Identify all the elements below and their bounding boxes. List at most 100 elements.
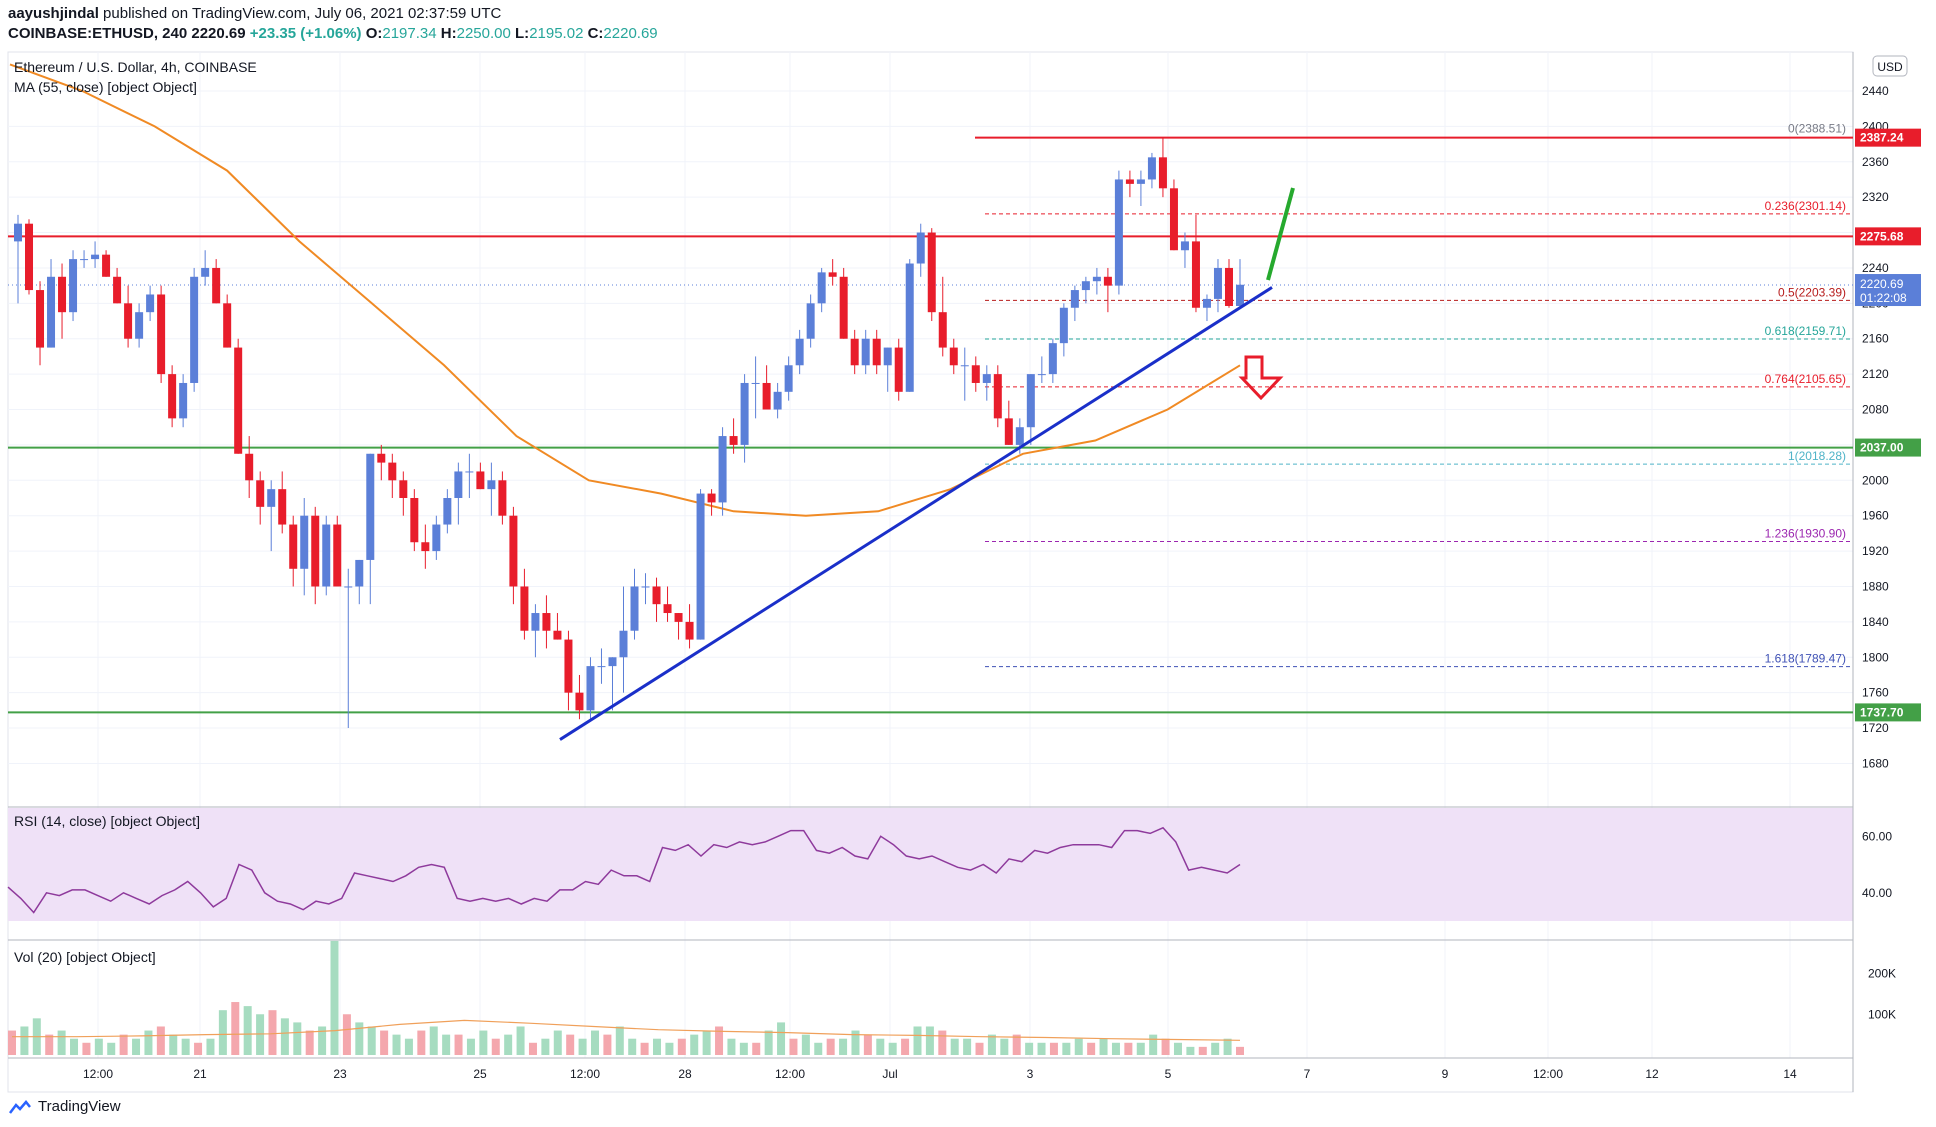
volume-bar [429, 1026, 438, 1055]
volume-bar [789, 1038, 798, 1055]
time-tick-label: 9 [1442, 1067, 1449, 1081]
candle-body [861, 338, 870, 366]
fib-label: 1(2018.28) [1788, 449, 1846, 463]
candle-body [1048, 343, 1057, 375]
candle-body [509, 515, 518, 587]
candle-body [685, 621, 694, 640]
candle-body [124, 303, 133, 339]
candle-body [223, 303, 232, 348]
volume-bar [504, 1034, 513, 1055]
candle-body [1169, 188, 1178, 251]
volume-bar [45, 1034, 54, 1055]
candle-body [168, 374, 177, 419]
volume-bar [516, 1026, 525, 1055]
bearish-red-arrow-icon[interactable] [1238, 355, 1284, 401]
candle-body [718, 436, 727, 503]
volume-bar [466, 1038, 475, 1055]
candle-body [1125, 179, 1134, 184]
volume-bar [1149, 1034, 1158, 1055]
candle-body [542, 613, 551, 631]
candle-body [25, 223, 34, 291]
volume-bar [355, 1022, 364, 1055]
trendline[interactable] [559, 286, 1273, 741]
candle-body [1092, 276, 1101, 282]
volume-bar [863, 1034, 872, 1055]
candle-body [1136, 179, 1145, 184]
price-tick-label: 1720 [1862, 721, 1889, 735]
candle-body [487, 480, 496, 490]
volume-bar [1099, 1038, 1108, 1055]
volume-bar [404, 1038, 413, 1055]
volume-tick-label: 200K [1868, 967, 1896, 981]
candle-body [91, 254, 100, 260]
candle-body [850, 338, 859, 366]
tradingview-logo[interactable]: TradingView [8, 1098, 121, 1115]
candle-body [14, 223, 22, 242]
volume-bar [491, 1038, 500, 1055]
candle-body [938, 312, 947, 348]
volume-bar [268, 1010, 277, 1055]
volume-bar [851, 1030, 860, 1055]
publisher-name[interactable]: aayushjindal [8, 5, 99, 22]
candle-body [1236, 284, 1244, 306]
price-tick-label: 2240 [1862, 261, 1889, 275]
volume-bar [1124, 1042, 1133, 1055]
candle-body [1059, 307, 1068, 344]
price-tags: 2387.24 2275.68 2037.00 1737.70 2220.6901:22… [1855, 128, 1921, 722]
volume-bar [20, 1026, 29, 1055]
candle-body [201, 267, 210, 277]
candle-body [993, 374, 1002, 419]
candle-body [1037, 374, 1046, 376]
rsi-band [8, 808, 1853, 921]
volume-bar [1049, 1042, 1058, 1055]
candle-body [135, 312, 144, 339]
volume-bar [888, 1042, 897, 1055]
currency-label[interactable]: USD [1877, 60, 1903, 74]
volume-bar [615, 1026, 624, 1055]
candle-body [289, 524, 298, 569]
level-tag-label: 2037.00 [1860, 441, 1904, 455]
volume-bar [665, 1042, 674, 1055]
candle-body [960, 365, 969, 367]
high-value: 2250.00 [456, 25, 511, 42]
currency-button[interactable]: USD [1872, 55, 1908, 77]
fib-label: 0.764(2105.65) [1765, 372, 1846, 386]
time-tick-label: 7 [1304, 1067, 1311, 1081]
bullish-green-arrow[interactable] [1266, 187, 1295, 281]
candle-body [1114, 179, 1123, 286]
volume-bar [764, 1030, 773, 1055]
volume-bar [690, 1034, 699, 1055]
volume-bar [901, 1038, 910, 1055]
candle-body [311, 515, 320, 587]
candle-body [432, 524, 441, 552]
volume-bar [218, 1010, 227, 1055]
candle-body [47, 276, 56, 348]
volume-bar [243, 1006, 252, 1055]
volume-bar [231, 1002, 240, 1055]
volume-bar [417, 1030, 426, 1055]
candle-body [465, 471, 474, 473]
volume-bar [938, 1030, 947, 1055]
volume-bar [305, 1030, 314, 1055]
rsi-tick-label: 60.00 [1862, 829, 1892, 843]
candle-body [553, 630, 562, 640]
candle-body [1224, 267, 1233, 306]
fib-label: 1.618(1789.47) [1765, 652, 1846, 666]
volume-bar [1087, 1042, 1096, 1055]
close-value: 2220.69 [603, 25, 658, 42]
volume-bar [913, 1026, 922, 1055]
candle-body [1213, 267, 1222, 299]
publish-info: published on TradingView.com, July 06, 2… [103, 5, 502, 22]
candle-body [905, 263, 914, 392]
ohlc-line: COINBASE:ETHUSD, 240 2220.69 +23.35 (+1.… [8, 24, 658, 44]
candle-body [399, 480, 408, 498]
candle-body [190, 276, 199, 383]
chart-frame [7, 51, 1854, 1093]
level-tag [1855, 128, 1921, 147]
volume-bar [1198, 1046, 1207, 1055]
volume-bar [814, 1042, 823, 1055]
price-tick-label: 2160 [1862, 332, 1889, 346]
time-tick-label: 21 [193, 1067, 207, 1081]
open-label: O: [365, 25, 383, 42]
